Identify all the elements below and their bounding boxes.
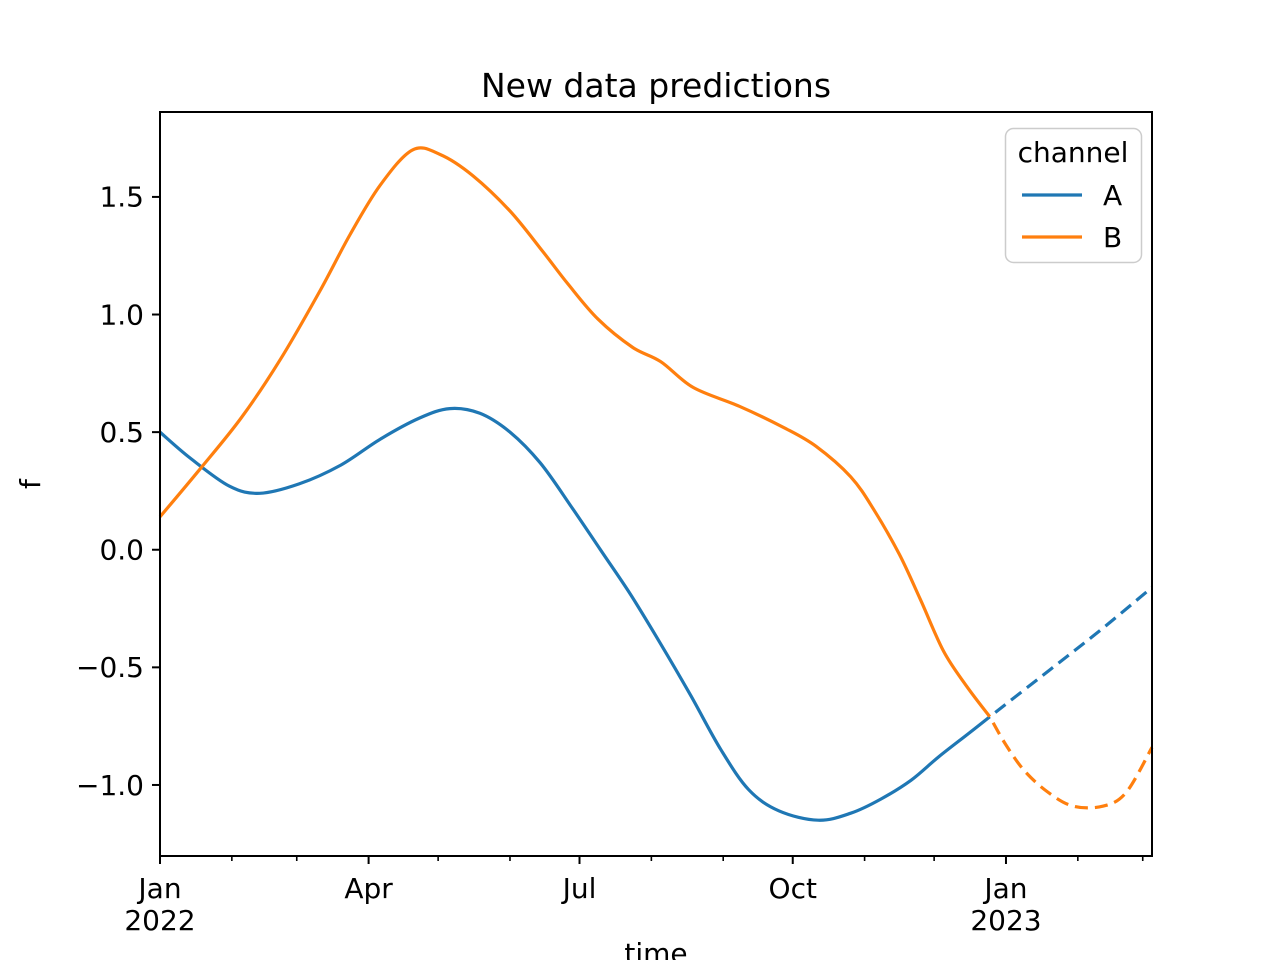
y-tick-label: 1.5 xyxy=(99,181,144,214)
y-axis-label: f xyxy=(14,478,47,489)
series-layer xyxy=(158,146,1154,822)
legend: channel A B xyxy=(1004,127,1143,264)
y-tick-label: −1.0 xyxy=(76,769,144,802)
legend-label-channel-a: A xyxy=(1103,179,1122,212)
x-tick-label: Apr xyxy=(344,872,393,905)
plot-border xyxy=(159,111,1153,857)
x-tick-label: Jan xyxy=(136,872,181,905)
series-line-B xyxy=(158,146,992,718)
y-tick-label: −0.5 xyxy=(76,651,144,684)
series-line-B-prediction xyxy=(988,715,1154,810)
x-tick-label-year: 2022 xyxy=(124,904,195,937)
y-tick-label: 0.5 xyxy=(99,416,144,449)
x-tick-label: Jul xyxy=(561,872,597,905)
x-axis-label: time xyxy=(624,937,687,960)
legend-title: channel xyxy=(1018,136,1129,169)
series-line-A xyxy=(158,406,991,822)
x-tick-label: Oct xyxy=(769,872,817,905)
legend-label-channel-b: B xyxy=(1103,221,1122,254)
chart-title: New data predictions xyxy=(481,66,831,105)
x-tick-label-year: 2023 xyxy=(970,904,1041,937)
x-tick-label: Jan xyxy=(982,872,1027,905)
y-tick-label: 0.0 xyxy=(99,534,144,567)
series-line-A-prediction xyxy=(988,586,1154,718)
y-tick-label: 1.0 xyxy=(99,298,144,331)
